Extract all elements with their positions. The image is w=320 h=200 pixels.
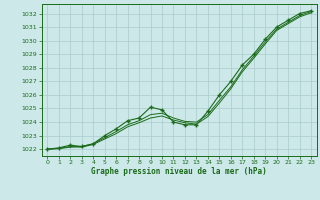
X-axis label: Graphe pression niveau de la mer (hPa): Graphe pression niveau de la mer (hPa): [91, 167, 267, 176]
